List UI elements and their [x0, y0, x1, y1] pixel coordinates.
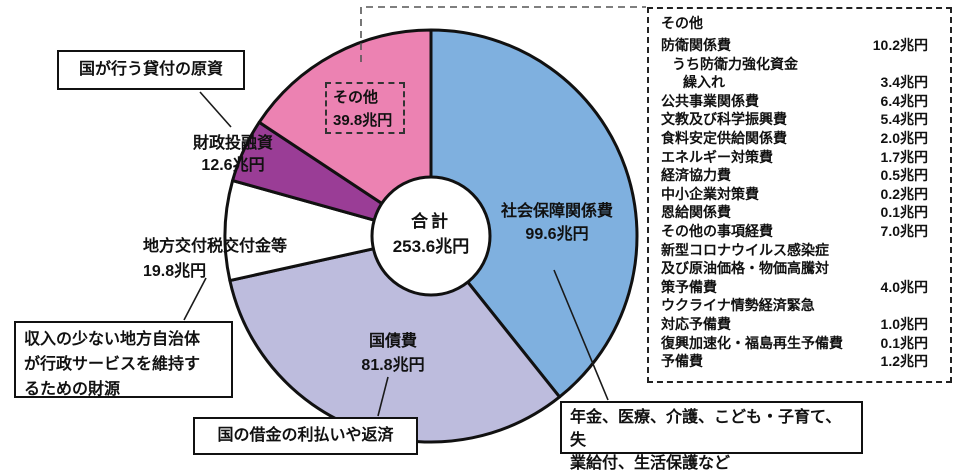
callout-social-security-line2: 業給付、生活保護など — [570, 455, 731, 471]
breakdown-row-label: 文教及び科学振興費 — [661, 111, 787, 128]
breakdown-row-16: 復興加速化・福島再生予備費 0.1兆円 — [649, 334, 950, 353]
breakdown-row-value: 6.4兆円 — [880, 92, 928, 109]
breakdown-row-label: 策予備費 — [661, 278, 717, 295]
leader-line-local-allocation — [183, 277, 207, 321]
breakdown-row-label: 食料安定供給関係費 — [661, 129, 787, 146]
breakdown-row-11: 新型コロナウイルス感染症 — [649, 241, 950, 260]
label-local-allocation-value: 19.8兆円 — [143, 263, 207, 280]
breakdown-row-value: 7.0兆円 — [880, 222, 928, 239]
others-breakdown-title: その他 — [661, 15, 703, 31]
label-debt-service-name: 国債費 — [368, 333, 417, 350]
label-local-allocation-name: 地方交付税交付金等 — [143, 238, 288, 255]
others-breakdown-rows: 防衛関係費 10.2兆円うち防衛力強化資金繰入れ 3.4兆円公共事業関係費 6.4兆円… — [649, 36, 950, 371]
breakdown-row-label: 復興加速化・福島再生予備費 — [661, 334, 843, 351]
breakdown-row-label: 中小企業対策費 — [661, 185, 759, 202]
breakdown-row-4: 文教及び科学振興費 5.4兆円 — [649, 110, 950, 129]
breakdown-row-value: 1.0兆円 — [880, 315, 928, 332]
callout-loan-source: 国が行う貸付の原資 — [57, 50, 245, 90]
breakdown-row-label: うち防衛力強化資金 — [672, 55, 798, 72]
breakdown-row-value: 0.1兆円 — [880, 204, 928, 221]
breakdown-row-5: 食料安定供給関係費 2.0兆円 — [649, 129, 950, 148]
callout-social-security-detail: 年金、医療、介護、こども・子育て、失 業給付、生活保護など — [560, 401, 863, 471]
breakdown-row-value: 1.7兆円 — [880, 148, 928, 165]
breakdown-row-8: 中小企業対策費 0.2兆円 — [649, 185, 950, 204]
total-title: 合計 — [411, 212, 451, 231]
breakdown-row-0: 防衛関係費 10.2兆円 — [649, 36, 950, 55]
others-breakdown-panel: その他 防衛関係費 10.2兆円うち防衛力強化資金繰入れ 3.4兆円公共事業関係費 6… — [647, 7, 952, 383]
pie-slice-social-security — [429, 28, 639, 399]
callout-debt-repayment-text: 国の借金の利払いや返済 — [217, 427, 394, 444]
breakdown-row-7: 経済協力費 0.5兆円 — [649, 166, 950, 185]
label-others-dashed-box: その他 39.8兆円 — [325, 82, 405, 134]
breakdown-row-2: 繰入れ 3.4兆円 — [649, 73, 950, 92]
breakdown-row-1: うち防衛力強化資金 — [649, 55, 950, 74]
breakdown-row-15: 対応予備費 1.0兆円 — [649, 315, 950, 334]
leader-line-loan-source — [199, 91, 232, 128]
label-others-name: その他 — [333, 89, 379, 106]
breakdown-row-label: 対応予備費 — [661, 315, 731, 332]
total-value: 253.6兆円 — [392, 237, 470, 256]
breakdown-row-value: 3.4兆円 — [880, 74, 928, 91]
callout-loan-source-text: 国が行う貸付の原資 — [78, 61, 223, 78]
breakdown-row-label: 繰入れ — [683, 74, 725, 91]
dashed-connector-others — [360, 6, 646, 62]
breakdown-row-label: 公共事業関係費 — [661, 92, 759, 109]
breakdown-row-value: 5.4兆円 — [880, 111, 928, 128]
callout-local-gov-line3: るための財源 — [24, 381, 121, 398]
label-others-value: 39.8兆円 — [333, 112, 393, 129]
breakdown-row-label: 経済協力費 — [661, 167, 731, 184]
breakdown-row-17: 予備費 1.2兆円 — [649, 352, 950, 371]
leader-line-social-security — [553, 269, 609, 401]
label-social-security-value: 99.6兆円 — [525, 226, 589, 243]
breakdown-row-label: 予備費 — [661, 353, 703, 370]
breakdown-row-12: 及び原油価格・物価高騰対 — [649, 259, 950, 278]
breakdown-row-value: 4.0兆円 — [880, 278, 928, 295]
breakdown-row-9: 恩給関係費 0.1兆円 — [649, 203, 950, 222]
label-debt-service-value: 81.8兆円 — [361, 357, 425, 374]
breakdown-row-label: 及び原油価格・物価高騰対 — [661, 260, 829, 277]
label-debt-service: 国債費 81.8兆円 — [318, 330, 468, 378]
breakdown-row-13: 策予備費 4.0兆円 — [649, 278, 950, 297]
breakdown-row-10: その他の事項経費 7.0兆円 — [649, 222, 950, 241]
breakdown-row-value: 1.2兆円 — [880, 353, 928, 370]
callout-social-security-line1: 年金、医療、介護、こども・子育て、失 — [570, 409, 842, 449]
breakdown-row-14: ウクライナ情勢経済緊急 — [649, 296, 950, 315]
pie-slice-local-allocation-tax — [223, 179, 433, 283]
breakdown-row-value: 2.0兆円 — [880, 129, 928, 146]
callout-local-gov-funding: 収入の少ない地方自治体 が行政サービスを維持す るための財源 — [14, 321, 233, 398]
breakdown-row-label: その他の事項経費 — [661, 222, 773, 239]
label-fiscal-investment-value: 12.6兆円 — [201, 157, 265, 174]
label-social-security-name: 社会保障関係費 — [500, 203, 613, 220]
breakdown-row-value: 0.2兆円 — [880, 185, 928, 202]
label-social-security: 社会保障関係費 99.6兆円 — [472, 200, 642, 246]
breakdown-row-label: 新型コロナウイルス感染症 — [661, 241, 829, 258]
breakdown-row-value: 10.2兆円 — [872, 37, 928, 53]
breakdown-row-label: ウクライナ情勢経済緊急 — [661, 297, 815, 314]
callout-local-gov-line2: が行政サービスを維持す — [24, 356, 201, 373]
breakdown-row-label: 防衛関係費 — [661, 37, 731, 53]
total-label: 合計 253.6兆円 — [361, 209, 501, 259]
breakdown-row-value: 0.1兆円 — [880, 334, 928, 351]
donut-hole — [370, 175, 492, 297]
label-fiscal-investment-name: 財政投融資 — [192, 135, 273, 152]
callout-local-gov-line1: 収入の少ない地方自治体 — [24, 331, 201, 348]
label-fiscal-investment: 財政投融資 12.6兆円 — [175, 133, 291, 177]
breakdown-row-6: エネルギー対策費 1.7兆円 — [649, 148, 950, 167]
callout-debt-repayment: 国の借金の利払いや返済 — [193, 417, 418, 455]
breakdown-row-value: 0.5兆円 — [880, 167, 928, 184]
leader-line-debt — [377, 376, 389, 417]
breakdown-row-label: 恩給関係費 — [661, 204, 731, 221]
label-local-allocation: 地方交付税交付金等 19.8兆円 — [143, 234, 318, 284]
breakdown-row-label: エネルギー対策費 — [661, 148, 773, 165]
breakdown-row-3: 公共事業関係費 6.4兆円 — [649, 92, 950, 111]
